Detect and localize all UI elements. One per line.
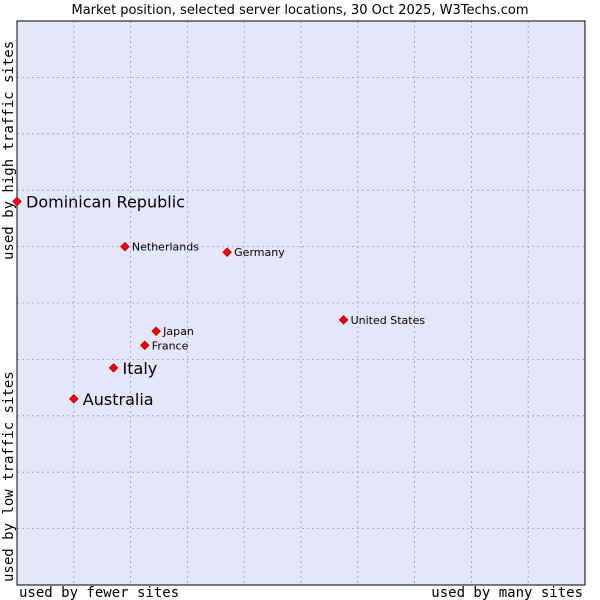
point-label-australia: Australia xyxy=(83,390,154,409)
point-label-netherlands: Netherlands xyxy=(132,241,199,254)
point-marker-australia xyxy=(69,394,79,404)
chart-title: Market position, selected server locatio… xyxy=(71,3,528,18)
y-axis-label-high: used by high traffic sites xyxy=(1,41,17,260)
grid-lines xyxy=(17,21,585,585)
point-label-germany: Germany xyxy=(234,246,285,259)
point-marker-united-states xyxy=(338,315,349,325)
plot-border xyxy=(16,20,586,586)
point-marker-france xyxy=(140,340,150,351)
point-marker-germany xyxy=(222,247,232,258)
point-label-dominican-republic: Dominican Republic xyxy=(26,192,185,211)
point-marker-japan xyxy=(151,326,161,336)
y-axis-label-low: used by low traffic sites xyxy=(1,371,17,582)
point-marker-dominican-republic xyxy=(12,196,22,207)
x-axis-label-low: used by fewer sites xyxy=(19,585,179,600)
point-marker-netherlands xyxy=(120,241,130,252)
point-label-japan: Japan xyxy=(162,325,194,338)
x-axis-label-high: used by many sites xyxy=(431,585,583,600)
point-label-france: France xyxy=(152,339,189,352)
data-points: Dominican Republic Netherlands Germany Unit… xyxy=(12,192,426,409)
point-label-italy: Italy xyxy=(123,359,158,378)
point-label-united-states: United States xyxy=(351,314,426,327)
point-marker-italy xyxy=(108,363,119,373)
